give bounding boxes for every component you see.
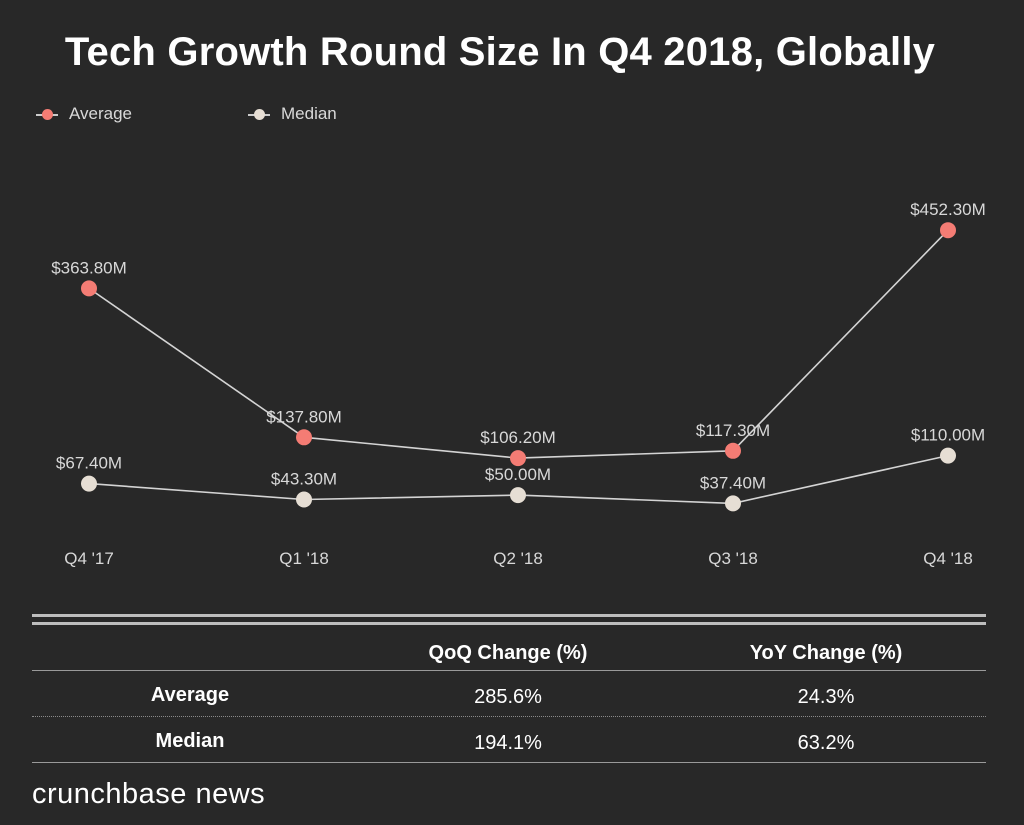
legend-marker-average bbox=[42, 109, 53, 120]
x-tick-label: Q4 '18 bbox=[923, 549, 973, 568]
x-tick-label: Q2 '18 bbox=[493, 549, 543, 568]
data-label-median: $43.30M bbox=[271, 470, 337, 489]
x-tick-label: Q1 '18 bbox=[279, 549, 329, 568]
data-point-median bbox=[940, 447, 956, 464]
data-label-average: $137.80M bbox=[266, 407, 342, 426]
data-point-median bbox=[296, 491, 312, 508]
data-label-median: $110.00M bbox=[911, 426, 985, 445]
data-point-median bbox=[510, 487, 526, 504]
data-point-average bbox=[510, 450, 526, 467]
divider bbox=[32, 622, 986, 625]
table-row-label-average: Average bbox=[150, 684, 230, 706]
data-label-median: $50.00M bbox=[485, 465, 551, 484]
chart-title: Tech Growth Round Size In Q4 2018, Globa… bbox=[64, 30, 936, 74]
table-cell-average-yoy: 24.3% bbox=[797, 686, 855, 708]
table-cell-average-qoq: 285.6% bbox=[474, 686, 542, 708]
data-label-average: $106.20M bbox=[480, 428, 556, 447]
data-point-average bbox=[81, 280, 97, 297]
table-rule bbox=[32, 716, 986, 718]
data-point-median bbox=[81, 475, 97, 492]
table-rule bbox=[32, 762, 986, 763]
x-tick-label: Q3 '18 bbox=[708, 549, 758, 568]
table-cell-median-yoy: 63.2% bbox=[797, 732, 855, 754]
legend-marker-median bbox=[254, 109, 265, 120]
table-rule bbox=[32, 670, 986, 671]
divider bbox=[32, 614, 986, 617]
data-point-average bbox=[940, 222, 956, 239]
legend-label-median: Median bbox=[281, 104, 337, 123]
table-row-label-median: Median bbox=[155, 730, 225, 752]
table-header-yoy: YoY Change (%) bbox=[749, 642, 903, 664]
data-label-median: $67.40M bbox=[56, 454, 122, 473]
data-label-average: $117.30M bbox=[696, 421, 770, 440]
line-chart: $363.80M $137.80M $106.20M $117.30M $452.30M… bbox=[51, 200, 986, 568]
data-label-median: $37.40M bbox=[700, 473, 766, 492]
data-point-average bbox=[296, 429, 312, 446]
table-header-qoq: QoQ Change (%) bbox=[428, 642, 588, 664]
x-tick-label: Q4 '17 bbox=[64, 549, 114, 568]
data-label-average: $363.80M bbox=[51, 258, 127, 277]
legend-label-average: Average bbox=[69, 104, 133, 123]
series-line-average bbox=[88, 229, 949, 459]
data-point-average bbox=[725, 442, 741, 459]
data-point-median bbox=[725, 495, 741, 512]
data-label-average: $452.30M bbox=[910, 200, 986, 219]
table-cell-median-qoq: 194.1% bbox=[474, 732, 542, 754]
crunchbase-news-logo: crunchbase news bbox=[32, 778, 266, 810]
